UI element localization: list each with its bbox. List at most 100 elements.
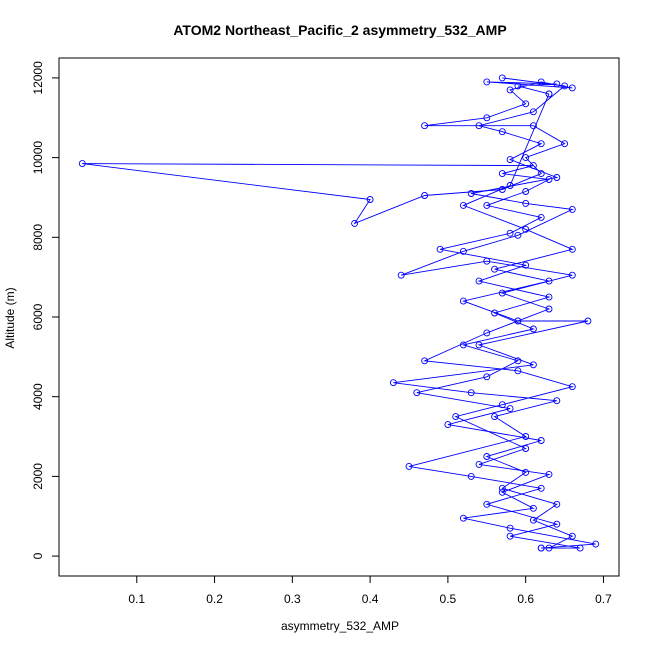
data-point	[491, 265, 499, 273]
x-tick-label: 0.7	[595, 592, 612, 606]
data-point	[514, 82, 522, 90]
y-tick-label: 4000	[31, 383, 45, 410]
data-point	[421, 122, 429, 130]
data-point	[553, 174, 561, 181]
data-point	[498, 488, 506, 496]
data-point	[529, 108, 537, 116]
x-tick-label: 0.6	[517, 592, 534, 606]
data-point	[452, 413, 460, 421]
data-point	[592, 540, 600, 548]
y-tick-label: 8000	[31, 224, 45, 251]
data-point	[491, 413, 499, 421]
data-point	[444, 421, 452, 429]
data-point	[537, 140, 545, 148]
data-point	[78, 160, 86, 168]
data-point	[405, 462, 413, 470]
data-point	[568, 205, 576, 213]
data-point	[537, 437, 545, 444]
data-point	[498, 74, 506, 82]
x-tick-label: 0.1	[128, 592, 145, 606]
y-tick-label: 2000	[31, 463, 45, 490]
data-point	[522, 154, 530, 162]
data-point	[568, 271, 576, 279]
data-point	[545, 293, 553, 301]
data-point	[483, 373, 491, 381]
data-point	[537, 78, 545, 86]
data-point	[459, 201, 467, 209]
data-point	[522, 445, 530, 452]
data-point	[529, 504, 537, 512]
data-point	[421, 357, 429, 365]
data-point	[568, 383, 576, 391]
data-point	[475, 460, 483, 468]
data-point	[421, 192, 429, 199]
data-point	[498, 128, 506, 136]
data-point	[506, 532, 514, 540]
data-point	[537, 484, 545, 492]
y-tick-label: 6000	[31, 303, 45, 330]
y-tick-label: 10000	[31, 141, 45, 175]
data-point	[553, 397, 561, 405]
data-point	[553, 80, 561, 88]
data-point	[522, 261, 530, 269]
data-point	[483, 453, 491, 460]
data-point	[483, 500, 491, 508]
data-point	[537, 213, 545, 221]
data-point	[522, 199, 530, 207]
x-axis-label: asymmetry_532_AMP	[281, 619, 399, 633]
x-tick-label: 0.5	[440, 592, 457, 606]
series-line	[393, 93, 588, 549]
data-point	[506, 524, 514, 532]
data-point	[561, 140, 569, 148]
data-point	[553, 500, 561, 508]
data-point	[537, 544, 545, 552]
data-point	[522, 188, 530, 195]
data-point	[483, 329, 491, 337]
data-point	[351, 219, 359, 227]
data-point	[475, 341, 483, 349]
series-line	[82, 81, 574, 549]
y-tick-label: 12000	[31, 61, 45, 95]
data-point	[522, 433, 530, 440]
data-point	[514, 367, 522, 375]
series-layer	[78, 74, 600, 552]
data-point	[436, 245, 444, 253]
data-point	[529, 361, 537, 369]
data-point	[506, 405, 514, 413]
data-point	[483, 257, 491, 265]
data-point	[498, 289, 506, 297]
y-axis: 0 2000 4000 6000 8000 10000 12000	[31, 61, 59, 559]
data-point	[537, 170, 545, 178]
data-point	[498, 401, 506, 409]
data-point	[514, 317, 522, 325]
data-point	[498, 186, 506, 193]
data-point	[506, 229, 514, 237]
data-point	[413, 389, 421, 397]
data-point	[529, 325, 537, 333]
data-point	[584, 317, 592, 325]
data-point	[475, 277, 483, 285]
data-point	[483, 114, 491, 122]
data-point	[568, 532, 576, 540]
y-tick-label: 0	[31, 552, 45, 559]
data-point	[529, 122, 537, 130]
x-axis: 0.1 0.2 0.3 0.4 0.5 0.6 0.7	[128, 576, 612, 606]
x-tick-label: 0.2	[206, 592, 223, 606]
data-point	[522, 225, 530, 233]
data-point	[506, 86, 514, 94]
series-line	[401, 77, 596, 549]
data-point	[514, 357, 522, 365]
data-point	[545, 305, 553, 313]
data-point	[483, 78, 491, 86]
data-point	[397, 271, 405, 279]
data-point	[491, 309, 499, 317]
data-point	[498, 484, 506, 492]
data-point	[514, 231, 522, 239]
data-point	[522, 100, 530, 108]
chart-title: ATOM2 Northeast_Pacific_2 asymmetry_532_…	[173, 22, 506, 38]
data-point	[467, 472, 475, 480]
data-point	[498, 170, 506, 178]
data-point	[545, 277, 553, 285]
data-point	[459, 247, 467, 255]
